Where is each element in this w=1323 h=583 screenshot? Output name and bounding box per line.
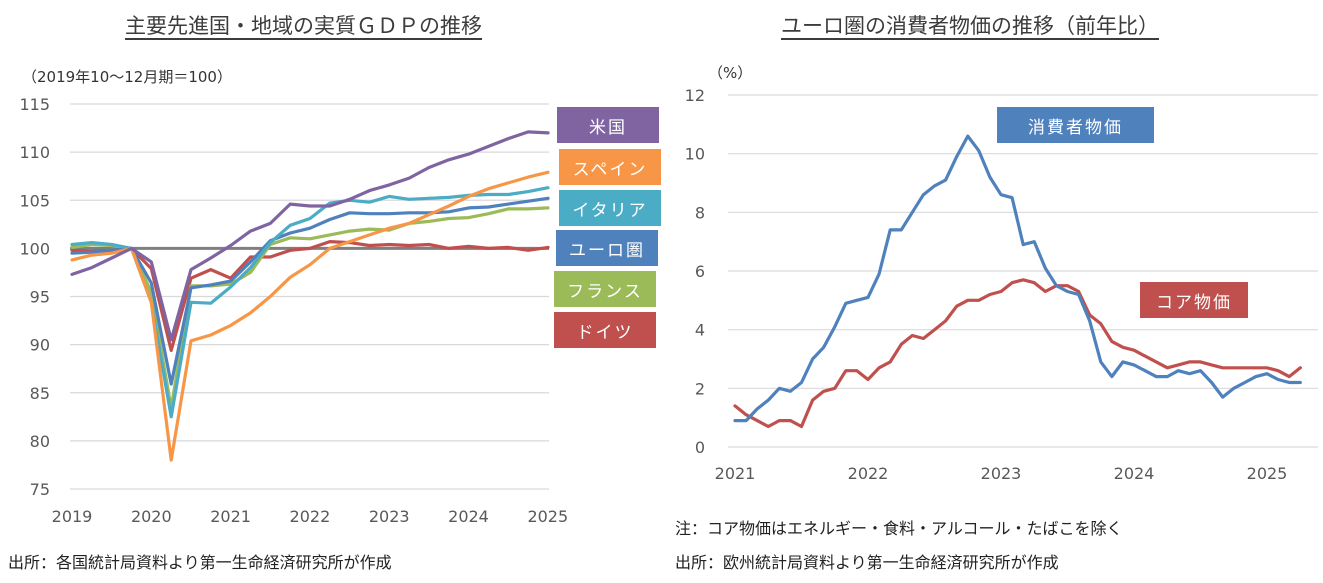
y-tick-label: 110 [19,143,50,162]
series-line-4 [70,206,550,410]
y-tick-label: 12 [685,86,705,105]
x-tick-label: 2023 [369,507,410,526]
gdp-chart: 75 80 85 90 95 100 105 110 115 2019 2020 2021 2022 20… [19,95,568,526]
cpi-chart: 0 2 4 6 8 10 12 2021 2022 2023 2024 2025 [685,86,1318,483]
right-chart-title: ユーロ圏の消費者物価の推移（前年比） [781,14,1159,38]
right-footnote: 注：コア物価はエネルギー・食料・アルコール・たばこを除く [675,519,1123,538]
series-line-5 [70,240,550,352]
x-tick-label: 2024 [448,507,489,526]
x-tick-label: 2025 [527,507,568,526]
right-source-note: 出所：欧州統計局資料より第一生命経済研究所が作成 [675,553,1059,572]
x-tick-label: 2022 [848,464,889,483]
x-tick-label: 2019 [52,507,93,526]
y-tick-label: 4 [695,321,705,340]
series-line-1 [70,170,550,462]
y-tick-label: 8 [695,203,705,222]
legend-spain: スペイン [559,149,661,185]
y-tick-label: 10 [685,145,705,164]
right-y-unit-label: （%） [708,64,753,82]
y-tick-label: 6 [695,262,705,281]
x-tick-label: 2024 [1114,464,1155,483]
y-tick-label: 2 [695,379,705,398]
legend-italy: イタリア [559,190,661,226]
label-core-cpi: コア物価 [1140,282,1248,318]
label-headline-cpi: 消費者物価 [997,107,1154,143]
series-line-3 [70,196,550,386]
y-tick-label: 105 [19,191,50,210]
series-line-0 [70,130,550,342]
legend-us: 米国 [557,107,659,143]
y-tick-label: 80 [30,432,50,451]
y-tick-label: 100 [19,239,50,258]
series-line-2 [70,186,550,419]
y-tick-label: 0 [695,438,705,457]
series-line-1 [733,278,1302,429]
x-tick-label: 2021 [210,507,251,526]
x-tick-label: 2022 [290,507,331,526]
y-tick-label: 90 [30,336,50,355]
x-tick-label: 2025 [1247,464,1288,483]
left-source-note: 出所：各国統計局資料より第一生命経済研究所が作成 [8,553,392,572]
legend-germany: ドイツ [554,312,656,348]
left-chart-title: 主要先進国・地域の実質ＧＤＰの推移 [125,14,482,38]
x-tick-label: 2021 [715,464,756,483]
y-tick-label: 75 [30,480,50,499]
y-tick-label: 115 [19,95,50,114]
y-tick-label: 85 [30,384,50,403]
legend-france: フランス [554,271,656,307]
x-tick-label: 2023 [981,464,1022,483]
series-line-0 [733,134,1302,423]
y-tick-label: 95 [30,288,50,307]
legend-euro-area: ユーロ圏 [556,230,658,266]
left-y-unit-label: （2019年10～12月期＝100） [22,68,232,86]
x-tick-label: 2020 [131,507,172,526]
